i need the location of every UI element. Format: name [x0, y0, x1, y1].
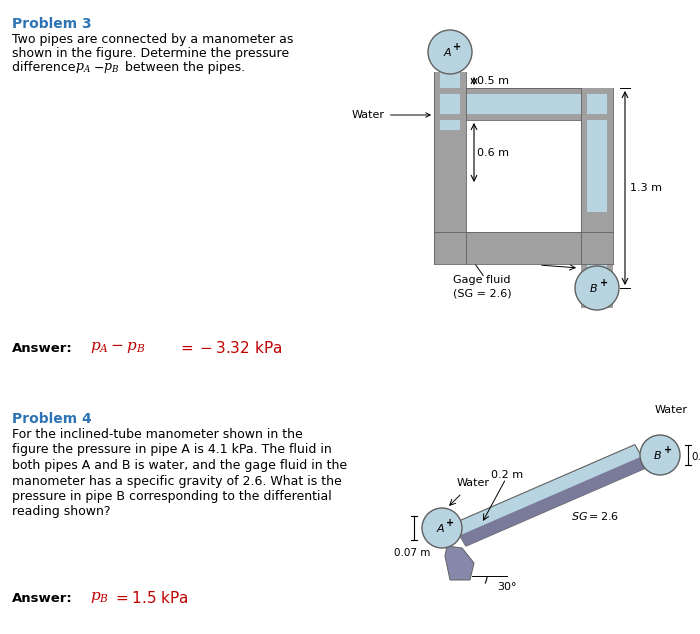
Text: $p_B$: $p_B$ [103, 61, 119, 75]
Text: between the pipes.: between the pipes. [121, 61, 245, 74]
Polygon shape [460, 456, 648, 546]
Polygon shape [587, 212, 607, 264]
Circle shape [428, 30, 472, 74]
Polygon shape [434, 88, 466, 120]
Polygon shape [466, 88, 581, 120]
Text: pressure in pipe B corresponding to the differential: pressure in pipe B corresponding to the … [12, 490, 332, 503]
Polygon shape [587, 88, 607, 308]
Circle shape [640, 435, 680, 475]
Text: 0.07 m: 0.07 m [394, 548, 430, 558]
Text: reading shown?: reading shown? [12, 505, 111, 519]
Text: A: A [443, 48, 451, 58]
Text: $-$: $-$ [93, 61, 104, 74]
Polygon shape [445, 546, 474, 580]
Text: $p_A$: $p_A$ [75, 61, 91, 75]
Polygon shape [607, 88, 613, 308]
Text: Two pipes are connected by a manometer as: Two pipes are connected by a manometer a… [12, 33, 293, 46]
Text: +: + [446, 518, 454, 528]
Text: manometer has a specific gravity of 2.6. What is the: manometer has a specific gravity of 2.6.… [12, 474, 342, 488]
Polygon shape [434, 72, 440, 248]
Text: Answer:: Answer: [12, 592, 73, 605]
Text: 1.3 m: 1.3 m [630, 183, 662, 193]
Circle shape [575, 266, 619, 310]
Text: $= 1.5\ \mathrm{kPa}$: $= 1.5\ \mathrm{kPa}$ [113, 590, 189, 606]
Text: +: + [453, 42, 461, 52]
Text: $p_A - p_B$: $p_A - p_B$ [90, 340, 146, 355]
Polygon shape [440, 130, 460, 248]
Polygon shape [581, 232, 613, 264]
Text: B: B [654, 451, 661, 461]
Polygon shape [460, 72, 466, 248]
Text: Water: Water [352, 110, 430, 120]
Text: A: A [436, 524, 444, 534]
Polygon shape [587, 94, 607, 114]
Text: difference,: difference, [12, 61, 83, 74]
Text: figure the pressure in pipe A is 4.1 kPa. The fluid in: figure the pressure in pipe A is 4.1 kPa… [12, 444, 332, 456]
Text: Problem 4: Problem 4 [12, 412, 92, 426]
Text: 0.07m: 0.07m [691, 452, 700, 462]
Polygon shape [466, 94, 581, 114]
Text: Water: Water [509, 255, 542, 265]
Text: B: B [590, 284, 598, 294]
Text: Problem 3: Problem 3 [12, 17, 92, 31]
Text: Water: Water [655, 405, 688, 415]
Text: $= -3.32\ \mathrm{kPa}$: $= -3.32\ \mathrm{kPa}$ [178, 340, 282, 356]
Polygon shape [581, 88, 587, 308]
Polygon shape [453, 444, 648, 546]
Text: +: + [600, 278, 608, 288]
Text: $p_B$: $p_B$ [90, 590, 109, 605]
Polygon shape [434, 232, 613, 264]
Text: Gage fluid
(SG = 2.6): Gage fluid (SG = 2.6) [453, 275, 512, 298]
Polygon shape [440, 72, 460, 130]
Polygon shape [434, 232, 466, 264]
Text: Answer:: Answer: [12, 342, 73, 355]
Circle shape [422, 508, 462, 548]
Polygon shape [440, 94, 460, 114]
Text: 0.5 m: 0.5 m [477, 76, 509, 86]
Polygon shape [466, 98, 581, 110]
Text: Water: Water [457, 478, 490, 488]
Text: both pipes A and B is water, and the gage fluid in the: both pipes A and B is water, and the gag… [12, 459, 347, 472]
Polygon shape [466, 88, 581, 104]
Polygon shape [466, 104, 581, 120]
Text: shown in the figure. Determine the pressure: shown in the figure. Determine the press… [12, 47, 289, 60]
Text: 0.2 m: 0.2 m [491, 470, 523, 479]
Text: 30°: 30° [497, 582, 517, 592]
Polygon shape [581, 88, 613, 120]
Text: 0.6 m: 0.6 m [477, 148, 509, 157]
Text: $SG = 2.6$: $SG = 2.6$ [571, 510, 620, 522]
Text: +: + [664, 445, 672, 455]
Text: For the inclined-tube manometer shown in the: For the inclined-tube manometer shown in… [12, 428, 302, 441]
